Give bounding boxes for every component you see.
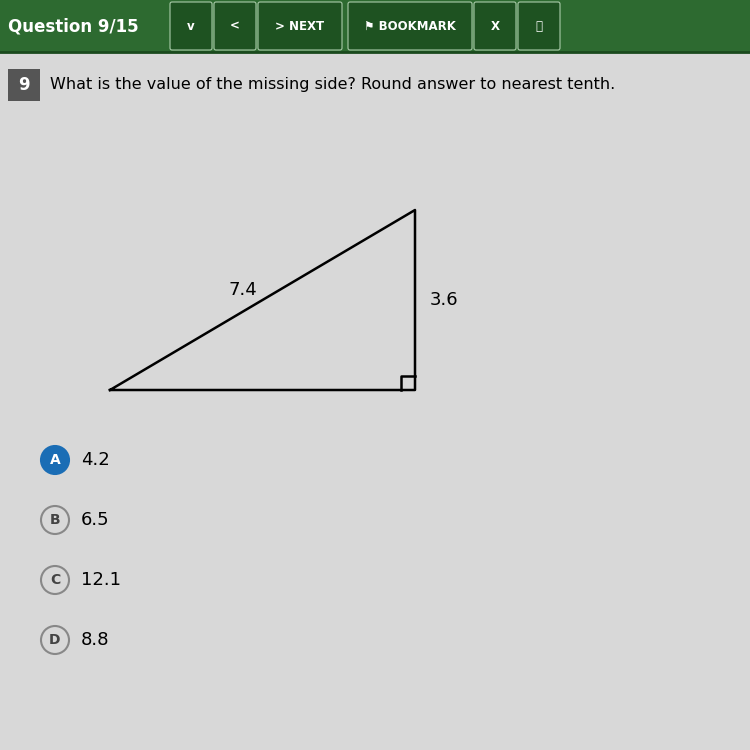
FancyBboxPatch shape [170, 2, 212, 50]
FancyBboxPatch shape [518, 2, 560, 50]
Text: <: < [230, 20, 240, 32]
Text: > NEXT: > NEXT [275, 20, 325, 32]
Text: 8.8: 8.8 [81, 631, 110, 649]
Text: 6.5: 6.5 [81, 511, 110, 529]
FancyBboxPatch shape [474, 2, 516, 50]
Bar [8, 69, 40, 101]
Text: v: v [188, 20, 195, 32]
Text: 3.6: 3.6 [430, 291, 458, 309]
Text: ⌗: ⌗ [536, 20, 542, 32]
Text: What is the value of the missing side? Round answer to nearest tenth.: What is the value of the missing side? R… [50, 77, 615, 92]
Text: D: D [50, 633, 61, 647]
FancyBboxPatch shape [258, 2, 342, 50]
Text: X: X [490, 20, 500, 32]
Text: 9: 9 [18, 76, 30, 94]
Circle shape [41, 446, 69, 474]
FancyBboxPatch shape [348, 2, 472, 50]
Text: Question 9/15: Question 9/15 [8, 17, 139, 35]
Text: 7.4: 7.4 [228, 281, 256, 299]
Text: ⚑ BOOKMARK: ⚑ BOOKMARK [364, 20, 456, 32]
Text: B: B [50, 513, 60, 527]
FancyBboxPatch shape [214, 2, 256, 50]
Text: 4.2: 4.2 [81, 451, 110, 469]
Text: A: A [50, 453, 60, 467]
Text: 12.1: 12.1 [81, 571, 121, 589]
Text: C: C [50, 573, 60, 587]
Bar [0, 0, 750, 52]
